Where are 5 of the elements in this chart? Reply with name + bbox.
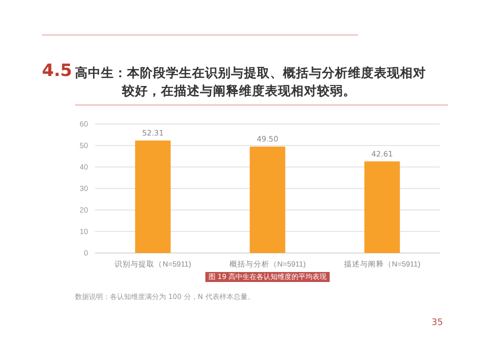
- bar: [250, 146, 286, 253]
- chart-title: 4.5 高中生：本阶段学生在识别与提取、概括与分析维度表现相对较好，在描述与阐释维度表现相对较弱。: [42, 61, 426, 98]
- bar: [135, 140, 171, 253]
- bar: [364, 161, 400, 253]
- text: 35: [432, 318, 443, 328]
